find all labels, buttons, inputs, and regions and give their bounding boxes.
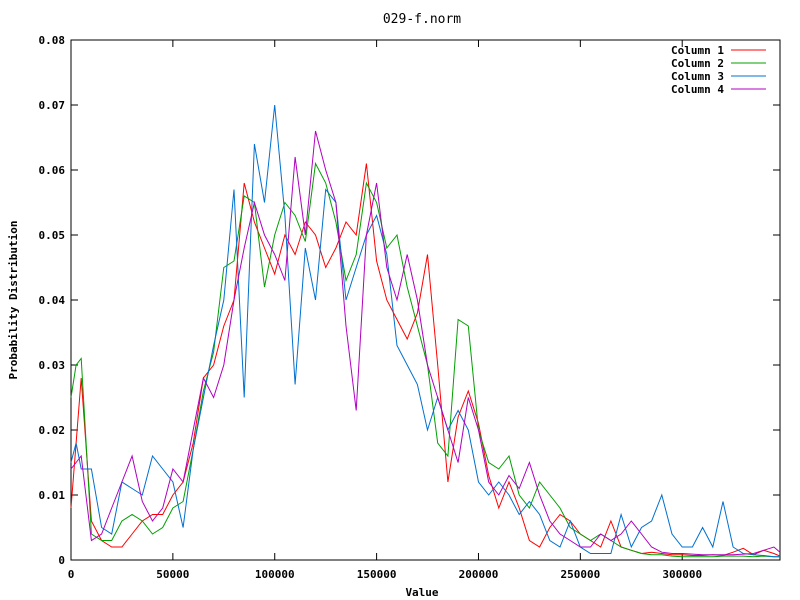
plot-area-frame	[70, 39, 781, 561]
x-axis-label: Value	[405, 586, 438, 599]
legend-label-column-1: Column 1	[671, 44, 724, 57]
legend-label-column-2: Column 2	[671, 57, 724, 70]
series-line-column-3	[70, 104, 780, 558]
x-tick-label: 50000	[156, 568, 189, 581]
x-tick-label: 300000	[662, 568, 702, 581]
y-tick-label: 0.06	[39, 164, 66, 177]
y-tick-label: 0.01	[39, 489, 66, 502]
axis-ticks: 0 0.01 0.02 0.03 0.04 0.05 0.06 0.07 0.08 0 50000 1…	[39, 34, 780, 581]
chart-title: 029-f.norm	[383, 12, 461, 27]
y-axis-label: Probability Distribution	[7, 221, 20, 380]
series-line-column-4	[70, 130, 781, 556]
y-tick-label: 0.07	[39, 99, 66, 112]
x-tick-label: 0	[68, 568, 75, 581]
x-tick-label: 200000	[459, 568, 499, 581]
x-tick-label: 250000	[560, 568, 600, 581]
y-tick-label: 0.03	[39, 359, 66, 372]
series-line-column-1	[70, 163, 781, 557]
legend-label-column-3: Column 3	[671, 70, 724, 83]
y-tick-label: 0.08	[39, 34, 66, 47]
series-line-column-2	[70, 161, 780, 558]
x-tick-label: 150000	[357, 568, 397, 581]
y-tick-label: 0.05	[39, 229, 66, 242]
y-tick-label: 0	[58, 554, 65, 567]
y-tick-label: 0.02	[39, 424, 66, 437]
series-lines	[70, 104, 781, 558]
y-tick-label: 0.04	[39, 294, 66, 307]
x-tick-label: 100000	[255, 568, 295, 581]
legend-label-column-4: Column 4	[671, 83, 724, 96]
